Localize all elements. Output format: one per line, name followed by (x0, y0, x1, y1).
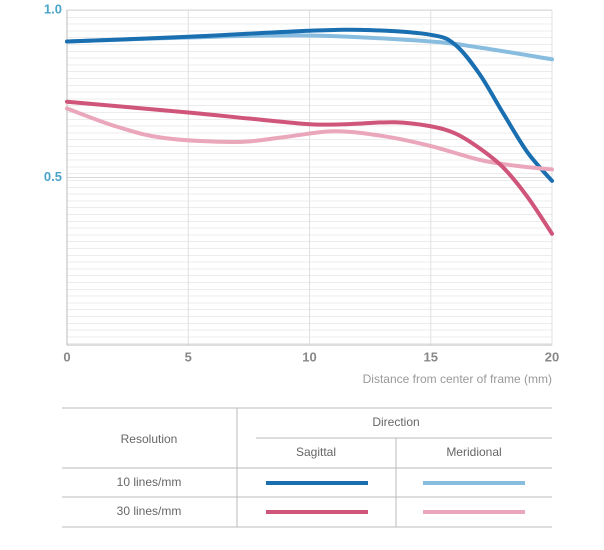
legend-header: Resolution (121, 432, 178, 446)
legend-row: 30 lines/mm (117, 504, 182, 518)
x-tick-label: 15 (424, 349, 438, 364)
series-line (65, 106, 554, 172)
y-tick-label: 1.0 (44, 1, 62, 16)
x-axis-label: Distance from center of frame (mm) (363, 372, 552, 386)
series-line (65, 99, 554, 236)
legend-table-lines (62, 407, 552, 528)
x-tick-label: 20 (545, 349, 559, 364)
x-tick-label: 5 (185, 349, 192, 364)
legend-column: Meridional (446, 445, 501, 459)
series-line (65, 27, 554, 183)
legend-header: Direction (372, 415, 419, 429)
legend-column: Sagittal (296, 445, 336, 459)
legend-row: 10 lines/mm (117, 475, 182, 489)
x-tick-label: 0 (63, 349, 70, 364)
y-tick-label: 0.5 (44, 169, 62, 184)
x-tick-label: 10 (302, 349, 316, 364)
